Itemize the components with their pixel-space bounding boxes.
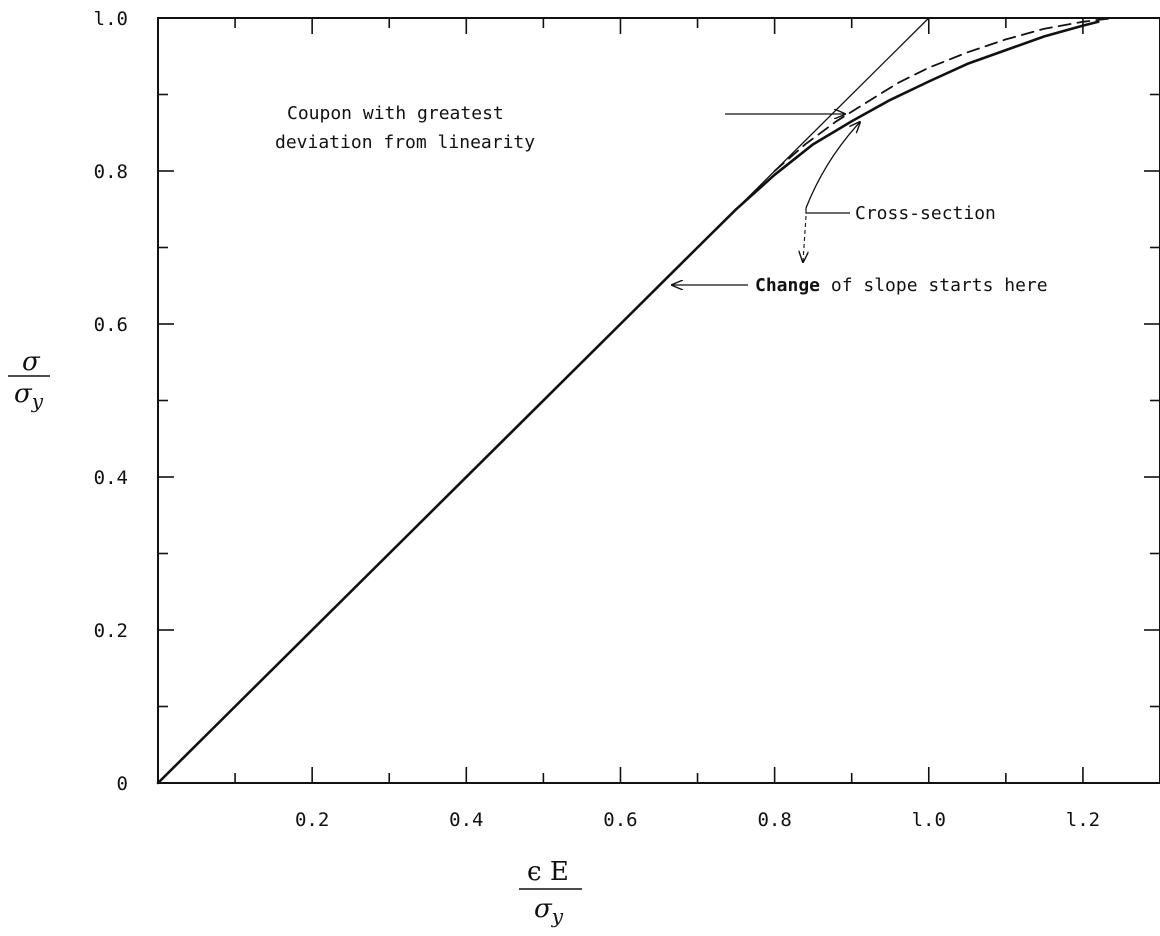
y-axis-label-numerator: σ [22, 347, 41, 377]
series-line-dashed [773, 17, 1115, 172]
annotation-coupon-line-1: Coupon with greatest [287, 103, 504, 124]
y-tick-label: 0.8 [94, 161, 128, 183]
y-axis-label-denominator-sub: y [31, 389, 44, 413]
x-tick-label: 0.4 [449, 809, 483, 831]
annotation-coupon: Coupon with greatest deviation from line… [275, 103, 845, 153]
x-tick-label: 0.6 [603, 809, 637, 831]
y-tick-label: 0 [117, 773, 128, 795]
y-tick-label: l.0 [94, 8, 128, 30]
x-tick-label: l.2 [1066, 809, 1100, 831]
y-tick-label: 0.6 [94, 314, 128, 336]
x-axis-label-numerator: ϵ E [527, 857, 569, 887]
x-tick-label: 0.2 [295, 809, 329, 831]
annotation-coupon-line-2: deviation from linearity [275, 132, 535, 153]
x-tick-label: l.0 [912, 809, 946, 831]
annotation-slope-change-bold: Change [755, 275, 820, 296]
annotation-slope-change-label: Change of slope starts here [755, 275, 1048, 296]
y-axis-label-denominator-symbol: σ [14, 379, 33, 409]
x-tick-label: 0.8 [757, 809, 791, 831]
y-axis-label: σ σy [8, 347, 50, 413]
series-layer [156, 17, 1115, 785]
y-axis-label-denominator: σy [14, 379, 44, 413]
annotation-cross-section-arrow-down [803, 215, 806, 262]
x-axis-label-denominator: σy [534, 894, 564, 928]
x-axis-label-denominator-sub: y [551, 904, 564, 928]
annotation-cross-section-leader [805, 208, 850, 214]
annotation-slope-change: Change of slope starts here [672, 275, 1048, 296]
annotation-cross-section-label: Cross-section [855, 203, 996, 224]
axis-tick-labels: 0.2 0.4 0.6 0.8 l.0 l.2 0 0.2 0.4 0.6 0.8 l.0 [94, 8, 1100, 831]
annotation-cross-section-arrow-up [805, 122, 860, 209]
y-tick-label: 0.2 [94, 620, 128, 642]
x-axis-label-denominator-symbol: σ [534, 894, 553, 924]
annotation-slope-change-rest: of slope starts here [820, 275, 1048, 296]
x-axis-label: ϵ E σy [519, 857, 582, 928]
annotation-cross-section: Cross-section [803, 122, 996, 262]
y-tick-label: 0.4 [94, 467, 128, 489]
series-line-solid [156, 20, 1100, 785]
